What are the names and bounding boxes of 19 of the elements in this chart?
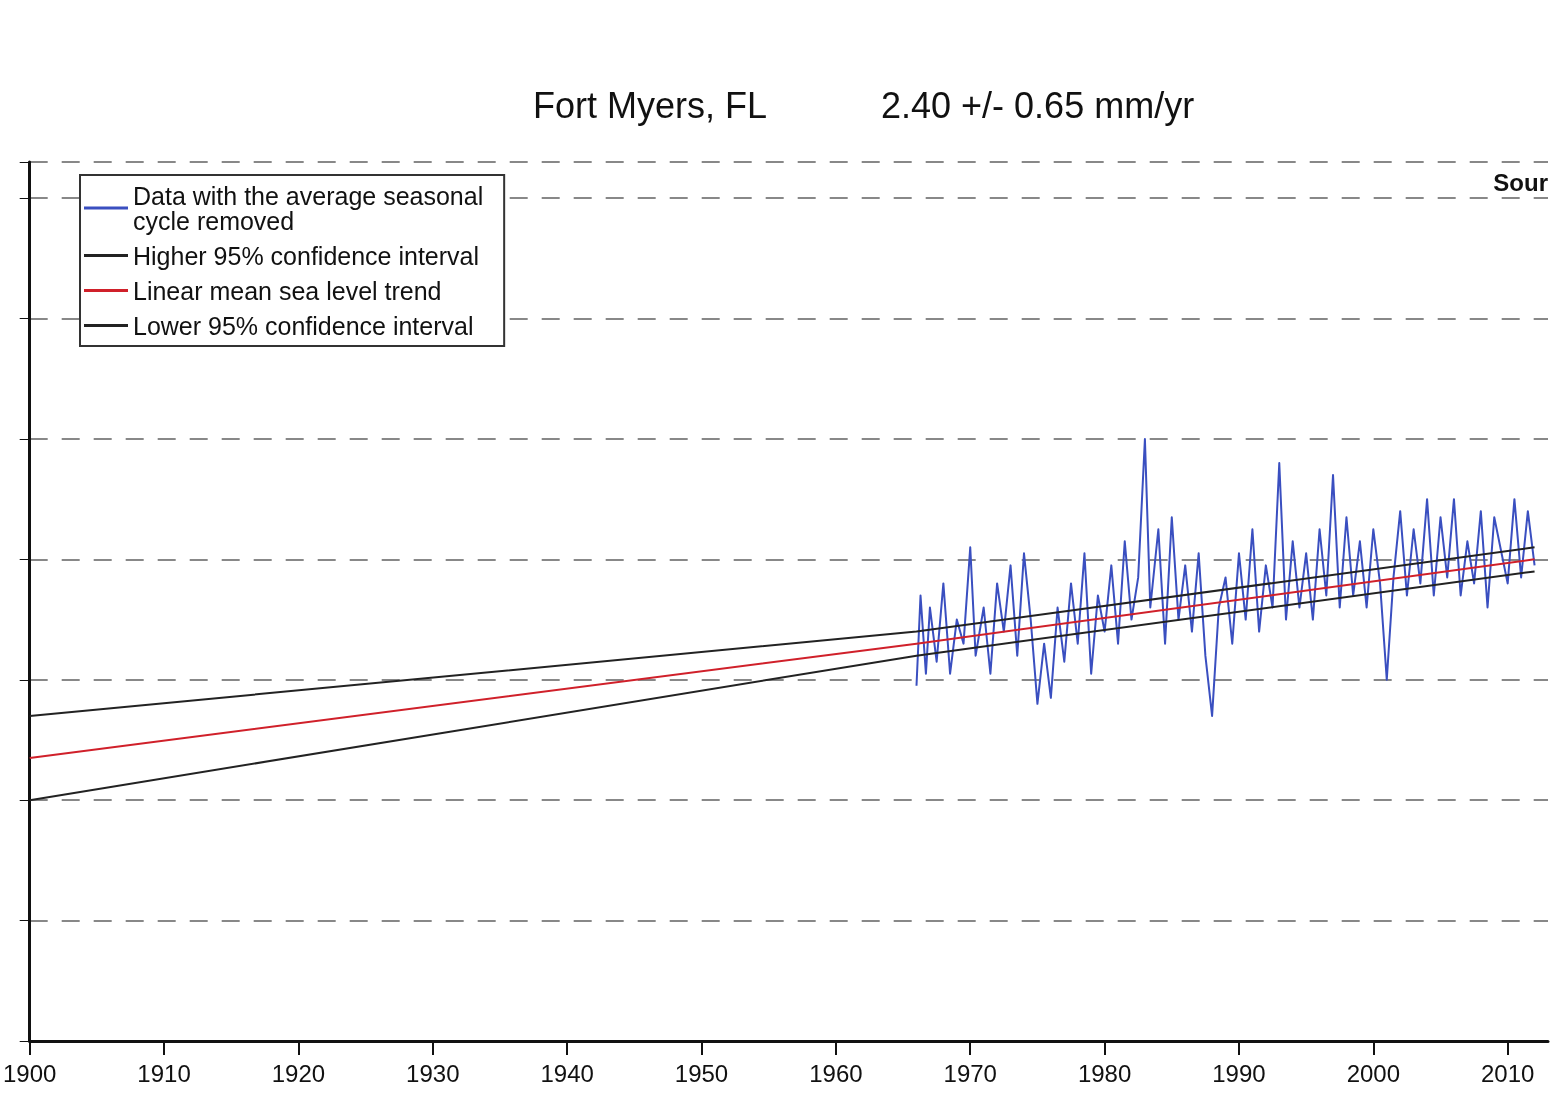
x-tick-label: 1990 — [1212, 1059, 1266, 1087]
x-tick-label: 1950 — [674, 1059, 729, 1087]
legend-label: Linear mean sea level trend — [133, 276, 442, 305]
chart-title: Fort Myers, FL — [533, 84, 768, 126]
x-tick-label: 1940 — [540, 1059, 594, 1087]
legend-label: Data with the average seasonal cycle removed — [133, 181, 491, 235]
chart-subtitle: 2.40 +/- 0.65 mm/yr — [881, 84, 1195, 126]
text: Sour — [1493, 168, 1548, 196]
x-tick-label: 1920 — [271, 1059, 326, 1087]
x-tick-label: 1900 — [3, 1059, 57, 1087]
x-tick-label: 1980 — [1077, 1059, 1132, 1087]
x-tick-label: 1930 — [406, 1059, 460, 1087]
x-tick-label: 2010 — [1481, 1059, 1535, 1087]
x-tick-label: 1970 — [943, 1059, 997, 1087]
x-tick-label: 2000 — [1346, 1059, 1401, 1087]
legend-label: Higher 95% confidence interval — [133, 241, 480, 270]
legend-label: Lower 95% confidence interval — [133, 311, 474, 340]
x-tick-label: 1910 — [137, 1059, 191, 1087]
x-tick-label: 1960 — [809, 1059, 863, 1087]
